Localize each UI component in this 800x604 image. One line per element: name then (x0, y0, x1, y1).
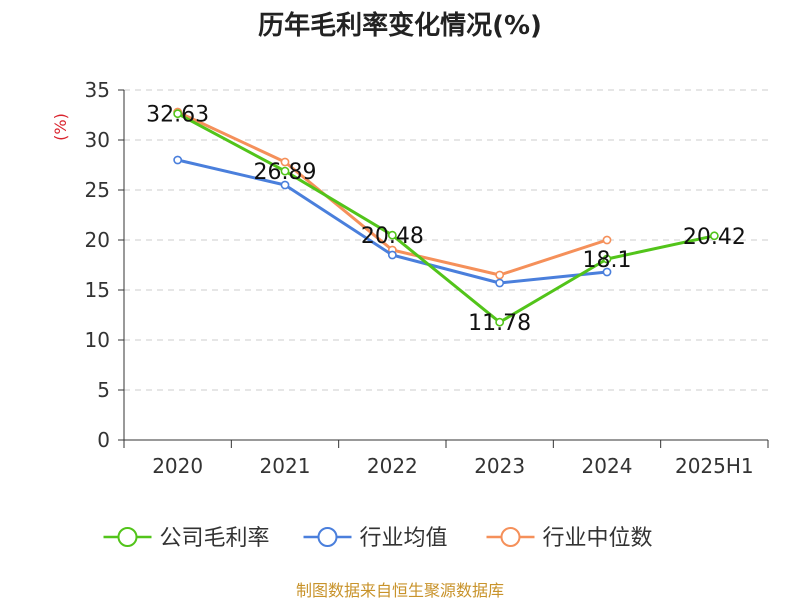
series-point-0 (495, 317, 505, 327)
series-point-0 (709, 231, 719, 241)
legend-label: 公司毛利率 (160, 526, 270, 551)
y-tick-label: 15 (85, 278, 110, 302)
x-tick-label: 2024 (582, 454, 633, 478)
grid-lines (124, 89, 768, 391)
data-label: 26.89 (254, 160, 317, 185)
series-point-1 (173, 155, 183, 165)
x-tick-label: 2021 (260, 454, 311, 478)
x-tick-label: 2020 (152, 454, 203, 478)
data-label: 11.78 (468, 311, 531, 336)
axes: 0 5 10 15 20 25 30 35 2020 2021 2022 2023 2024 2025H1 (85, 78, 769, 478)
series-point-1 (280, 180, 290, 190)
series-point-1 (495, 278, 505, 288)
series-point-1 (387, 250, 397, 260)
series-point-2 (495, 270, 505, 280)
data-labels: 32.63 26.89 20.48 11.78 18.1 20.42 (146, 103, 746, 337)
legend: 公司毛利率 行业均值 行业中位数 (103, 526, 653, 551)
legend-label: 行业均值 (360, 526, 448, 551)
legend-marker (117, 527, 138, 547)
y-tick-label: 0 (97, 428, 110, 452)
legend-item-0: 公司毛利率 (103, 526, 270, 551)
x-tick-label: 2025H1 (675, 454, 754, 478)
series-point-0 (602, 254, 612, 264)
x-tick-label: 2022 (367, 454, 418, 478)
series-line-1 (177, 158, 608, 285)
data-label: 32.63 (146, 103, 209, 128)
source-footer: 制图数据来自恒生聚源数据库 (296, 581, 504, 600)
data-label: 20.48 (361, 224, 424, 249)
y-axis-label: (%) (51, 113, 70, 141)
y-tick-label: 10 (85, 328, 110, 352)
x-tick-label: 2023 (474, 454, 525, 478)
series-point-2 (280, 157, 290, 167)
data-label: 20.42 (683, 225, 746, 250)
y-tick-label: 35 (85, 78, 110, 102)
series-point-0 (173, 109, 183, 119)
legend-label: 行业中位数 (543, 526, 653, 551)
legend-item-1: 行业均值 (303, 526, 448, 551)
legend-marker (317, 527, 338, 547)
y-tick-label: 25 (85, 178, 110, 202)
y-tick-label: 30 (85, 128, 110, 152)
y-tick-label: 20 (85, 228, 110, 252)
legend-item-2: 行业中位数 (486, 526, 653, 551)
series-point-0 (387, 230, 397, 240)
series-layer (173, 107, 719, 327)
data-label: 18.1 (583, 248, 632, 273)
chart-title: 历年毛利率变化情况(%) (258, 10, 542, 41)
series-point-0 (280, 166, 290, 176)
legend-marker (500, 527, 521, 547)
y-tick-label: 5 (97, 378, 110, 402)
series-point-1 (602, 267, 612, 277)
series-point-2 (602, 235, 612, 245)
series-line-0 (176, 112, 715, 324)
